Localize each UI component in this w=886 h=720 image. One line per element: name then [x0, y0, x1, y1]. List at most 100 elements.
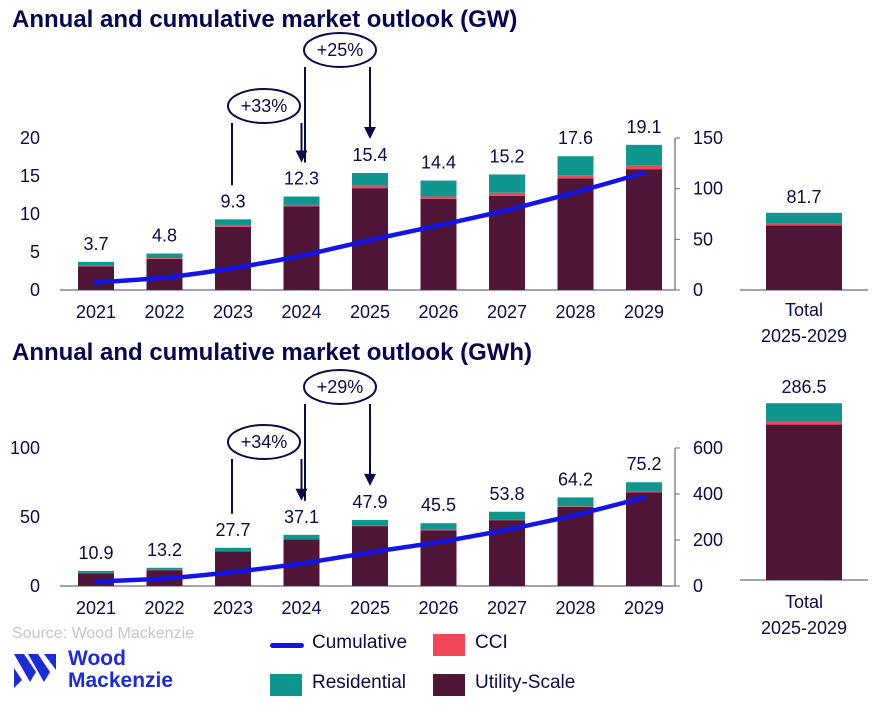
bar-cci-gw-2024: [283, 204, 320, 207]
bar-residential-gwh-2029: [626, 482, 662, 492]
bar-residential-gwh-2023: [215, 547, 251, 552]
bar-utility-gw-2026: [420, 198, 457, 290]
x-tick-gwh-2021: 2021: [76, 598, 116, 618]
bar-cci-gw-2025: [352, 185, 388, 189]
legend-utility-swatch: [433, 674, 465, 696]
y-tick-left-gw: 10: [20, 204, 40, 224]
bar-residential-gw-2022: [146, 253, 183, 259]
bar-cci-gwh-2026: [420, 529, 457, 531]
bar-total-label-gw-2021: 3.7: [83, 234, 108, 254]
total-bar-utility-gw: [766, 225, 842, 290]
bar-cci-gw-2022: [146, 258, 183, 259]
legend-cci-label: CCI: [475, 632, 508, 653]
bar-residential-gw-2025: [352, 172, 388, 186]
bar-residential-gwh-2024: [283, 534, 320, 540]
chart-title-gwh: Annual and cumulative market outlook (GW…: [12, 339, 533, 366]
cumulative-line-gwh: [93, 495, 647, 584]
bar-total-label-gwh-2021: 10.9: [78, 543, 113, 563]
bar-residential-gw-2027: [489, 174, 525, 193]
x-tick-gwh-2022: 2022: [144, 598, 184, 618]
bar-cci-gwh-2025: [352, 525, 388, 527]
bar-residential-gwh-2027: [489, 511, 525, 520]
x-tick-gw-2023: 2023: [213, 302, 253, 322]
bar-utility-gw-2024: [283, 206, 320, 290]
legend-utility-label: Utility-Scale: [475, 672, 576, 693]
bar-total-label-gwh-2025: 47.9: [352, 492, 387, 512]
bar-total-label-gw-2025: 15.4: [352, 145, 387, 165]
legend-residential: Residential: [270, 672, 440, 700]
annotation-bubble-gwh-1: [303, 369, 377, 405]
bar-total-label-gwh-2027: 53.8: [489, 484, 524, 504]
source-note: Source: Wood Mackenzie: [12, 625, 195, 642]
x-tick-gwh-2024: 2024: [281, 598, 321, 618]
bar-total-label-gw-2027: 15.2: [489, 146, 524, 166]
y-tick-left-gw: 20: [20, 128, 40, 148]
x-tick-gwh-2025: 2025: [350, 598, 390, 618]
bar-residential-gwh-2026: [420, 523, 457, 530]
cumulative-line-gw: [93, 170, 647, 285]
annotation-bubble-gw-0: [227, 88, 301, 124]
total-bar-cci-gw: [766, 223, 842, 226]
wood-mackenzie-logo: Wood Mackenzie: [14, 647, 204, 696]
bar-total-label-gwh-2028: 64.2: [558, 469, 593, 489]
x-tick-gw-2024: 2024: [281, 302, 321, 322]
annotation-bubble-gw-1: [303, 32, 377, 68]
x-tick-gwh-2028: 2028: [555, 598, 595, 618]
chart-title-gw: Annual and cumulative market outlook (GW…: [12, 6, 518, 33]
annotation-label-gw-0: +33%: [241, 96, 288, 116]
x-tick-gw-2029: 2029: [624, 302, 664, 322]
bar-total-label-gwh-2022: 13.2: [147, 540, 182, 560]
total-bar-label1-gw: Total: [785, 300, 823, 320]
annotation-arrowhead-gwh-1: [364, 473, 376, 486]
bar-utility-gw-2029: [626, 169, 662, 290]
y-tick-right-gwh: 600: [693, 438, 723, 458]
legend-cumulative-label: Cumulative: [312, 632, 408, 653]
bar-residential-gw-2024: [283, 196, 320, 205]
legend-residential-label: Residential: [312, 672, 406, 693]
x-tick-gw-2022: 2022: [144, 302, 184, 322]
bar-utility-gwh-2028: [557, 506, 594, 586]
y-tick-left-gw: 0: [30, 280, 40, 300]
total-bar-cci-gwh: [766, 421, 842, 425]
total-bar-value-gw: 81.7: [786, 187, 821, 207]
x-tick-gw-2021: 2021: [76, 302, 116, 322]
bar-residential-gw-2026: [420, 180, 457, 197]
logo-line1: Wood: [68, 647, 126, 670]
bar-residential-gwh-2022: [146, 567, 183, 570]
bar-utility-gw-2021: [78, 266, 114, 290]
y-tick-right-gw: 100: [693, 179, 723, 199]
annotation-arrowhead-gw-1: [364, 126, 376, 139]
legend-residential-swatch: [270, 674, 302, 696]
bar-total-label-gwh-2023: 27.7: [215, 520, 250, 540]
bar-residential-gwh-2028: [557, 497, 594, 507]
bar-total-label-gw-2022: 4.8: [152, 226, 177, 246]
bar-total-label-gw-2023: 9.3: [220, 191, 245, 211]
total-bar-label2-gw: 2025-2029: [761, 326, 847, 346]
bar-utility-gwh-2029: [626, 492, 662, 586]
annotation-label-gw-1: +25%: [317, 40, 364, 60]
y-tick-left-gwh: 100: [10, 438, 40, 458]
x-tick-gw-2028: 2028: [555, 302, 595, 322]
x-tick-gw-2026: 2026: [418, 302, 458, 322]
bar-cci-gw-2028: [557, 175, 594, 179]
bar-cci-gwh-2028: [557, 506, 594, 507]
logo-line2: Mackenzie: [68, 669, 174, 692]
total-bar-residential-gw: [766, 212, 842, 224]
bar-utility-gw-2023: [215, 226, 251, 290]
bar-total-label-gwh-2029: 75.2: [626, 454, 661, 474]
legend-cci: CCI: [433, 632, 553, 660]
total-bar-utility-gwh: [766, 424, 842, 580]
legend-utility: Utility-Scale: [433, 672, 603, 700]
x-tick-gw-2027: 2027: [487, 302, 527, 322]
annotation-bubble-gwh-0: [227, 424, 301, 460]
bar-residential-gw-2023: [215, 219, 251, 226]
x-tick-gw-2025: 2025: [350, 302, 390, 322]
bar-residential-gwh-2021: [78, 570, 114, 573]
total-bar-value-gwh: 286.5: [781, 377, 826, 397]
bar-cci-gw-2021: [78, 265, 114, 267]
y-tick-left-gwh: 50: [20, 507, 40, 527]
x-tick-gwh-2029: 2029: [624, 598, 664, 618]
annotation-label-gwh-0: +34%: [241, 432, 288, 452]
bar-total-label-gwh-2026: 45.5: [421, 495, 456, 515]
